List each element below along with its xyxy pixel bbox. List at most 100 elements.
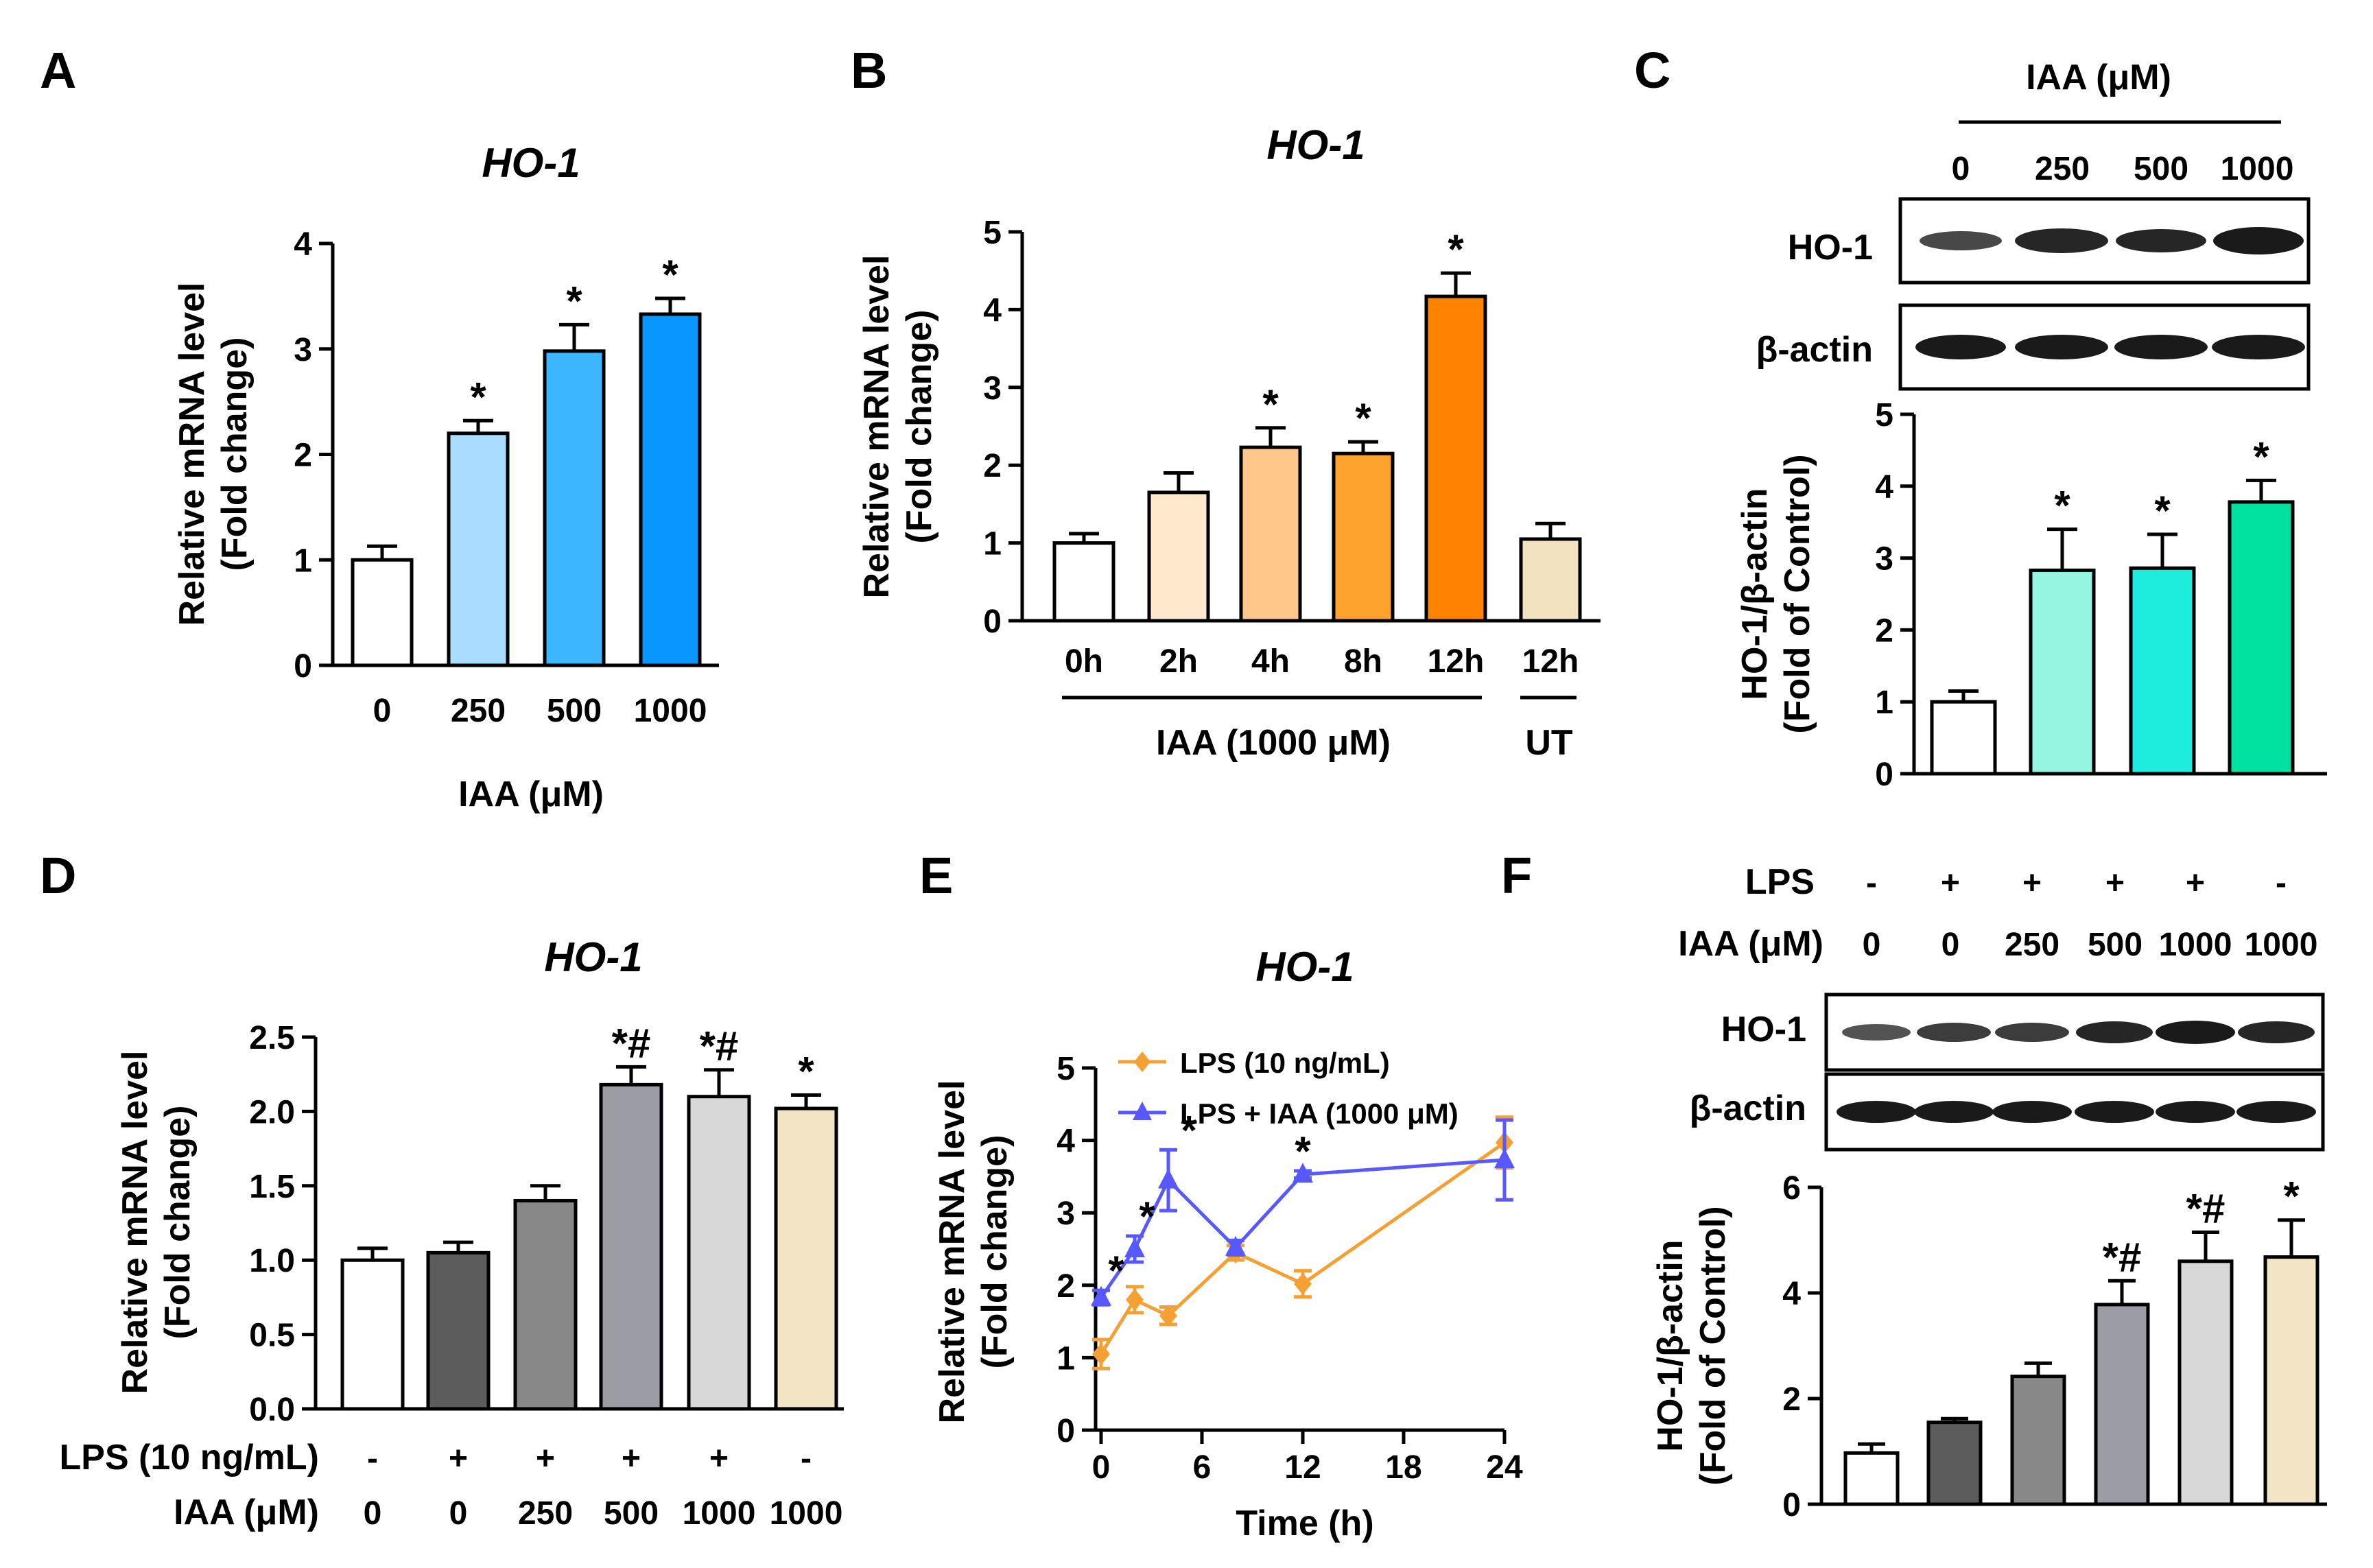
panel-f-blot-row-label: β-actin [1690, 1089, 1806, 1128]
panel-d-bar [340, 1258, 405, 1411]
panel-e-marker-triangle [1292, 1163, 1313, 1183]
panel-f-bactin-blot-band [2075, 1101, 2154, 1123]
panel-d-y-tick-label: 2.0 [249, 1094, 295, 1130]
panel-a-y-axis-label: Relative mRNA level [172, 283, 212, 626]
panel-d-lps-label: - [801, 1440, 812, 1477]
panel-b-group-label: UT [1525, 723, 1573, 763]
panel-d-y-axis-label: Relative mRNA level [115, 1051, 155, 1394]
panel-f-significance-label: *# [2186, 1185, 2226, 1231]
panel-d-y-tick-label: 2.5 [249, 1020, 295, 1056]
panel-e-y-tick-label: 4 [1056, 1124, 1075, 1160]
panel-e-x-tick-label: 6 [1193, 1449, 1212, 1486]
panel-f-lps-label: - [2276, 865, 2287, 901]
panel-a-y-tick-label: 1 [294, 543, 312, 579]
panel-c-bar [2029, 568, 2096, 776]
panel-b-x-tick-label: 4h [1251, 643, 1290, 680]
panel-e-marker-diamond [1294, 1272, 1312, 1295]
panel-b-bar [1239, 445, 1302, 623]
panel-e-x-tick-label: 0 [1092, 1449, 1111, 1486]
panel-b-bar [1332, 451, 1395, 623]
panel-e-significance-label: * [1181, 1107, 1197, 1153]
panel-a-title: HO-1 [482, 140, 580, 186]
panel-d-y-tick-label: 1.0 [249, 1243, 295, 1279]
panel-a-significance-label: * [662, 252, 678, 298]
panel-letter-a: A [40, 42, 76, 99]
panel-b-group-label: IAA (1000 μM) [1156, 723, 1391, 763]
panel-e-legend-marker [1134, 1052, 1150, 1072]
panel-d-iaa-label: 0 [449, 1495, 468, 1532]
panel-a-x-axis-label: IAA (μM) [458, 774, 604, 814]
panel-c-significance-label: * [2054, 483, 2070, 529]
panel-letter-c: C [1634, 42, 1670, 99]
panel-f-lps-label: + [2105, 865, 2125, 901]
panel-e-marker-triangle [1124, 1237, 1145, 1257]
panel-d-y-tick-label: 1.5 [249, 1169, 295, 1205]
panel-e-marker-triangle [1158, 1168, 1179, 1189]
panel-b-significance-label: * [1355, 395, 1371, 441]
panel-b-y-tick-label: 5 [983, 215, 1002, 251]
panel-d-bar [687, 1095, 751, 1411]
panel-b-y-tick-label: 0 [983, 604, 1002, 640]
panel-c-blot-row-label: β-actin [1756, 330, 1873, 370]
panel-c-y-tick-label: 0 [1875, 757, 1893, 793]
panel-f-lps-label: - [1866, 865, 1877, 901]
panel-c-ho1-blot-band [2213, 227, 2304, 254]
panel-b-y-tick-label: 1 [983, 526, 1002, 562]
panel-letter-b: B [851, 42, 887, 99]
panel-a-bar [639, 312, 702, 667]
panel-c-blot-row-label: HO-1 [1788, 228, 1873, 268]
panel-c-ho1-blot-band [2116, 229, 2206, 252]
panel-letter-f: F [1501, 847, 1532, 904]
panel-d-lps-label: + [622, 1440, 641, 1477]
panel-c-y-axis-label: HO-1/β-actin [1735, 488, 1775, 700]
panel-f-bar [2010, 1375, 2066, 1506]
panel-c-bar [2129, 566, 2196, 776]
panel-b-x-tick-label: 12h [1522, 643, 1579, 680]
panel-f-y-tick-label: 2 [1782, 1381, 1801, 1418]
panel-c-lane-label: 1000 [2221, 151, 2294, 187]
panel-f-y-tick-label: 0 [1782, 1487, 1801, 1523]
panel-f-bar [1926, 1421, 1983, 1506]
panel-c-y-tick-label: 1 [1875, 685, 1893, 721]
panel-d-y-tick-label: 0.0 [249, 1392, 295, 1428]
panel-c-y-tick-label: 3 [1875, 541, 1893, 578]
panel-d-significance-label: *# [612, 1020, 651, 1066]
panel-e-y-tick-label: 0 [1056, 1413, 1075, 1449]
panel-c-lane-label: 250 [2035, 151, 2090, 187]
panel-a-y-tick-label: 0 [294, 648, 312, 685]
panel-e-marker-diamond [1126, 1288, 1144, 1311]
panel-f-row-label: IAA (μM) [1678, 924, 1823, 964]
panel-d-lps-label: + [709, 1440, 729, 1477]
panel-b-y-axis-label: (Fold change) [899, 310, 939, 544]
panel-d-row-label: IAA (μM) [174, 1493, 319, 1532]
panel-b-y-tick-label: 2 [983, 448, 1002, 484]
panel-a-x-tick-label: 250 [451, 693, 506, 729]
panel-f-lps-label: + [1941, 865, 1960, 901]
panel-c-bactin-blot-band [1915, 335, 2006, 359]
panel-a-y-tick-label: 2 [294, 438, 312, 474]
panel-f-row-label: LPS [1745, 862, 1815, 902]
panel-b-y-tick-label: 4 [983, 292, 1002, 329]
panel-c-ho1-blot-band [2015, 228, 2108, 253]
panel-f-bactin-blot-band [2236, 1101, 2316, 1123]
panel-a-bar [543, 349, 606, 667]
panel-e-marker-triangle [1494, 1148, 1515, 1169]
panel-d-row-label: LPS (10 ng/mL) [60, 1438, 319, 1477]
panel-f-ho1-blot-band [2076, 1021, 2153, 1043]
panel-f-bactin-blot-band [1837, 1101, 1916, 1123]
panel-f-significance-label: *# [2103, 1234, 2142, 1280]
panel-e-legend-label: LPS (10 ng/mL) [1180, 1047, 1390, 1079]
panel-c-bactin-blot-band [2015, 335, 2108, 359]
panel-d-y-axis-label: (Fold change) [158, 1106, 198, 1340]
panel-d-iaa-label: 1000 [770, 1495, 843, 1532]
panel-f-bactin-blot-band [1914, 1101, 1994, 1123]
panel-e-x-tick-label: 12 [1284, 1449, 1321, 1486]
panel-c-significance-label: * [2253, 433, 2269, 479]
panel-f-ho1-blot-band [1842, 1024, 1911, 1041]
panel-f-iaa-label: 0 [1941, 927, 1960, 963]
panel-b-y-tick-label: 3 [983, 370, 1002, 407]
panel-c-bactin-blot-band [2114, 335, 2208, 359]
panel-f-bar [1843, 1451, 1900, 1506]
panel-a-bar [447, 431, 510, 667]
panel-b-x-tick-label: 2h [1159, 643, 1198, 680]
